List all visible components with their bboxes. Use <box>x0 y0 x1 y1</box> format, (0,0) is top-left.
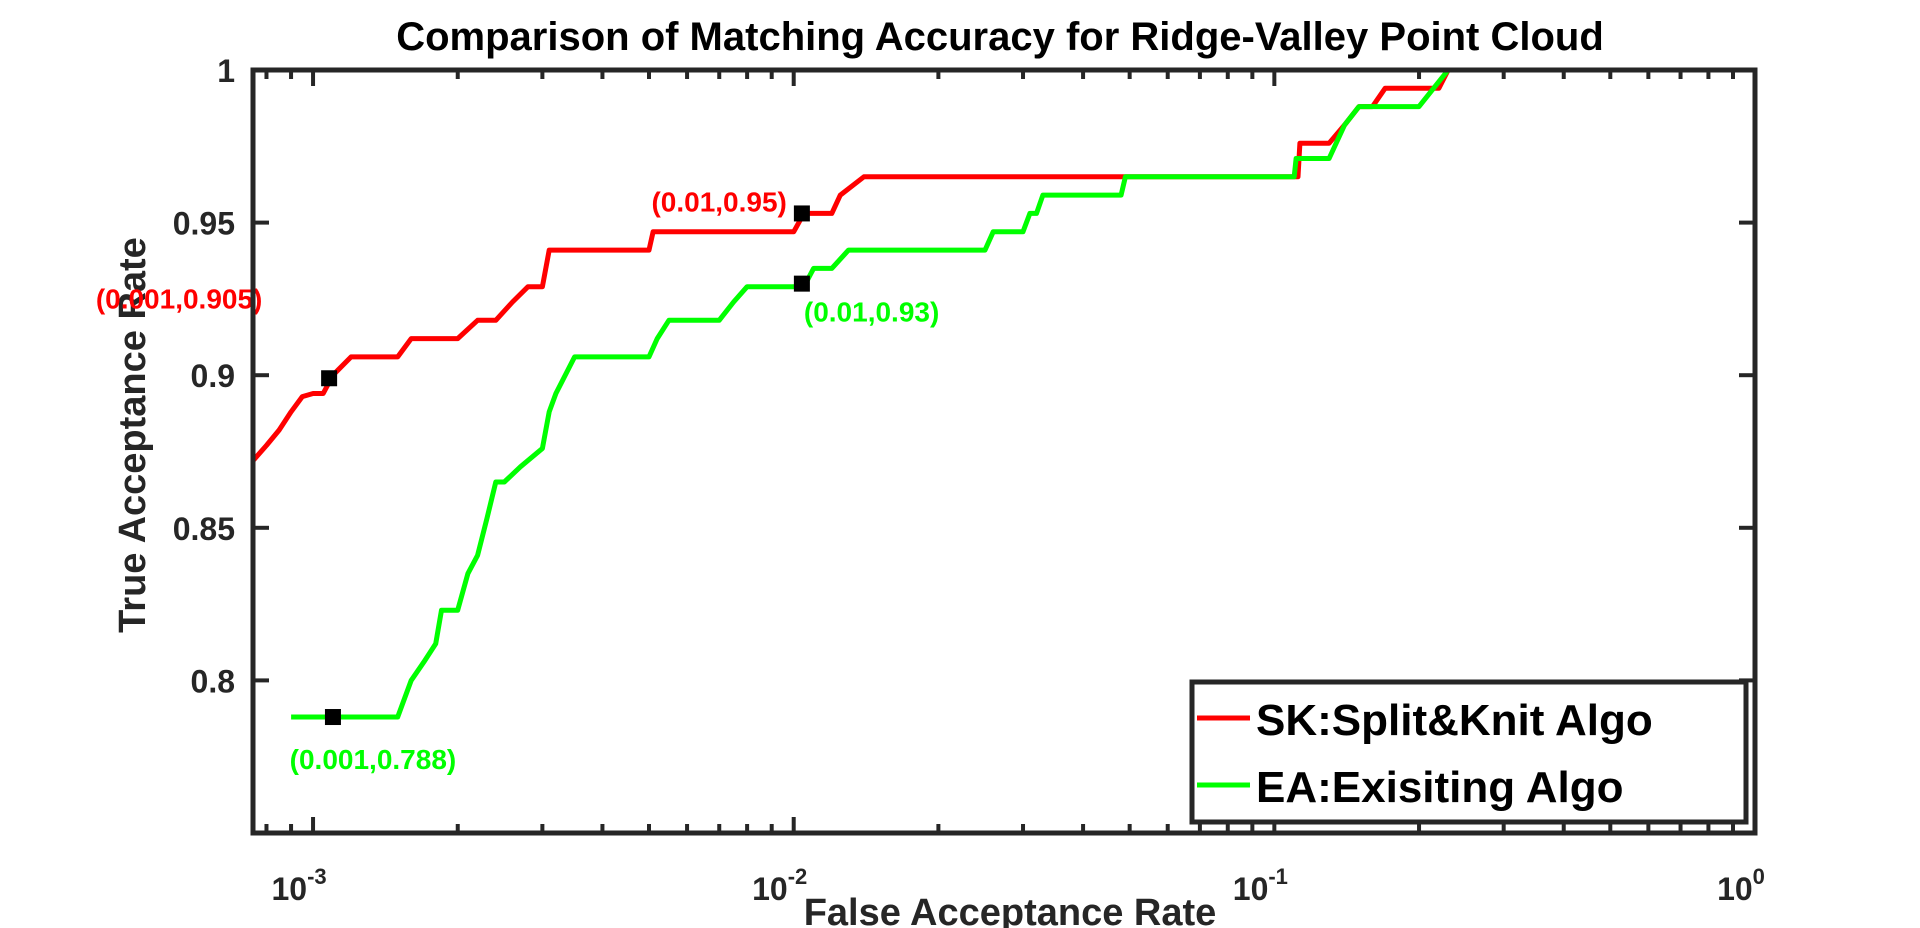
x-tick-label: 10-1 <box>1233 864 1288 907</box>
datatip-marker <box>793 275 810 292</box>
y-tick-label: 0.9 <box>191 358 235 394</box>
datatip-label: (0.01,0.93) <box>804 297 939 328</box>
x-tick-label: 10-2 <box>752 864 807 907</box>
x-tick-exponent: -3 <box>307 864 327 889</box>
y-tick-label: 0.8 <box>191 663 235 699</box>
y-axis-label: True Acceptance Rate <box>112 237 154 633</box>
datatip-label: (0.01,0.95) <box>651 186 786 217</box>
series-line-ea <box>291 70 1755 720</box>
annotations: (0.001,0.905) (0.01,0.95) (0.01,0.93) (0.00… <box>96 186 939 775</box>
x-tick-label: 100 <box>1717 864 1765 907</box>
legend-box <box>1189 679 1749 825</box>
legend-label-ea: EA:Exisiting Algo <box>1256 763 1624 812</box>
legend: SK:Split&Knit Algo EA:Exisiting Algo <box>1189 679 1749 825</box>
x-axis-label: False Acceptance Rate <box>804 892 1217 928</box>
y-tick-label: 0.95 <box>173 206 235 242</box>
y-tick-label: 1 <box>217 53 235 89</box>
datatip-marker <box>793 205 810 222</box>
datatip-label: (0.001,0.788) <box>290 744 457 775</box>
chart-title: Comparison of Matching Accuracy for Ridg… <box>396 15 1604 59</box>
plot-frame <box>250 67 1758 836</box>
y-tick-label: 0.85 <box>173 511 235 547</box>
datatip-marker <box>324 709 341 726</box>
datatip-marker <box>321 370 338 387</box>
legend-label-sk: SK:Split&Knit Algo <box>1256 696 1653 745</box>
datatip-label: (0.001,0.905) <box>96 283 263 314</box>
x-tick-exponent: -2 <box>788 864 808 889</box>
series-line-sk <box>253 70 1755 463</box>
data-series <box>253 70 1755 720</box>
x-tick-label: 10-3 <box>271 864 326 907</box>
x-tick-exponent: -1 <box>1268 864 1288 889</box>
x-tick-exponent: 0 <box>1753 864 1765 889</box>
